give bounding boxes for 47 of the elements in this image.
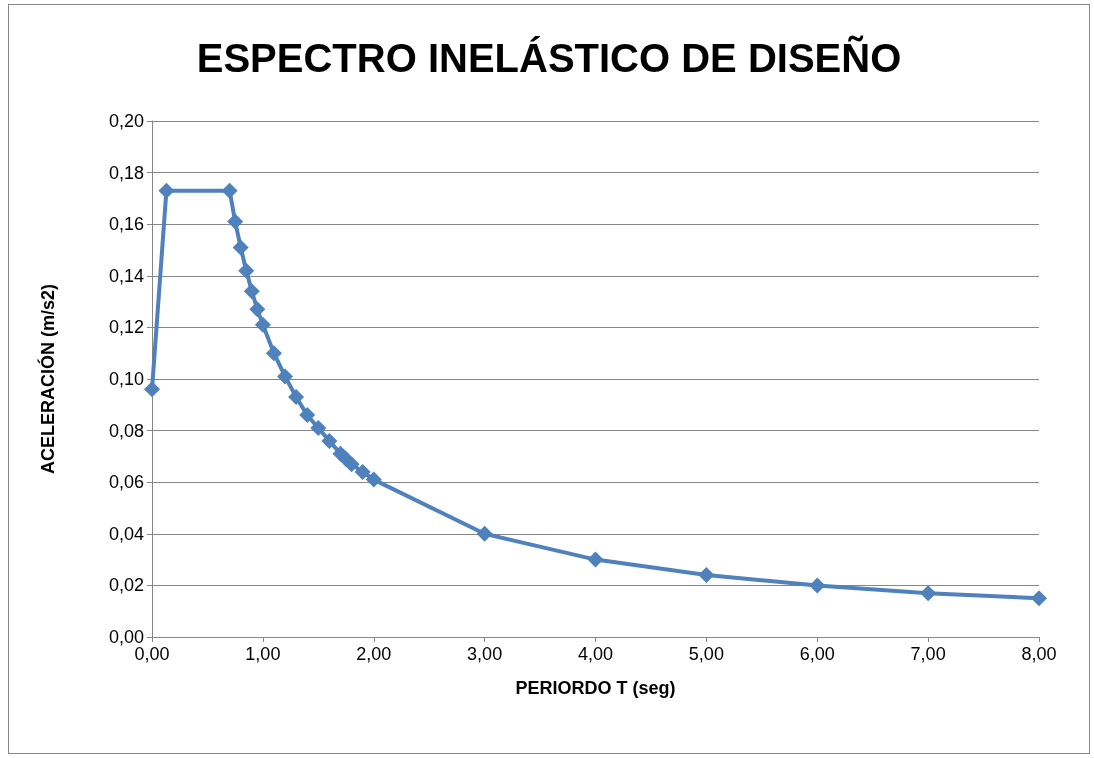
point [698,567,715,584]
point [288,389,305,406]
x-tick-label: 5,00 [688,644,724,664]
point [321,432,338,449]
point [354,463,371,480]
point [238,262,255,279]
x-tick-label: 0,00 [134,644,170,664]
point [920,585,937,602]
y-tick-label: 0,16 [108,214,144,235]
x-axis-title: PERIORDO T (seg) [515,678,676,698]
y-tick-label: 0,06 [108,472,144,493]
point [232,239,249,256]
point [158,182,175,199]
point [243,283,260,300]
y-tick-label: 0,12 [108,317,144,338]
point [476,525,493,542]
x-tick-label: 8,00 [1021,644,1057,664]
point [249,301,266,318]
y-tick-label: 0,20 [108,111,144,131]
point [299,407,316,424]
y-tick-label: 0,08 [108,420,144,441]
y-axis-title: ACELERACIÓN (m/s2) [37,283,58,475]
point [144,381,160,398]
x-tick-label: 7,00 [910,644,946,664]
y-tick-label: 0,02 [108,575,144,596]
x-tick-label: 4,00 [577,644,614,664]
x-tick-label: 3,00 [467,644,503,664]
point [365,471,382,488]
y-tick-label: 0,00 [108,627,144,647]
point [343,456,360,473]
y-tick-label: 0,14 [108,265,144,286]
y-tick-label: 0,10 [108,369,144,389]
x-tick-label: 2,00 [356,644,392,664]
point [265,345,282,362]
chart-title: ESPECTRO INELÁSTICO DE DISEÑO [196,35,902,80]
y-tick-label: 0,18 [108,162,144,183]
point [587,551,604,568]
point [221,182,238,199]
x-tick-label: 6,00 [799,644,835,664]
point [277,368,294,385]
point [310,420,327,437]
point [1031,590,1047,607]
point [254,316,271,333]
point [809,577,826,594]
point [227,213,244,230]
y-tick-label: 0,04 [108,523,144,544]
x-tick-label: 1,00 [245,644,281,664]
